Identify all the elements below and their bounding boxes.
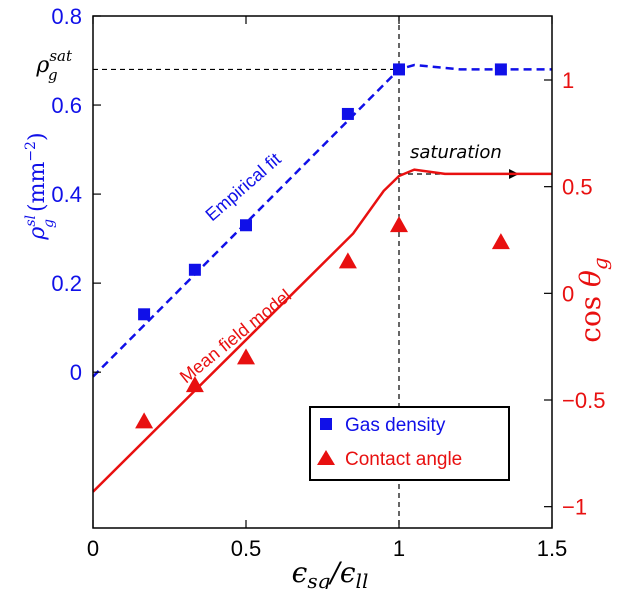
y-right-tick-label: 0.5 bbox=[562, 175, 593, 200]
legend-label-gas-density: Gas density bbox=[345, 415, 446, 436]
mean-field-line bbox=[92, 168, 552, 493]
gas-density-point bbox=[188, 263, 201, 276]
legend-marker-contact-angle bbox=[317, 450, 335, 465]
x-tick-label: 1 bbox=[393, 536, 405, 561]
plot-frame bbox=[92, 15, 553, 529]
empirical-fit-annotation: Empirical fit bbox=[202, 149, 285, 225]
gas-density-point bbox=[494, 63, 507, 76]
y-left-tick-label: 0.2 bbox=[51, 271, 82, 296]
y-right-axis-label: cos θg bbox=[574, 257, 612, 342]
y-right-tick-label: 0 bbox=[562, 281, 574, 306]
gas-density-point bbox=[393, 63, 405, 76]
gas-density-point bbox=[138, 308, 151, 321]
rho-sat-label: ρsat g bbox=[35, 47, 73, 84]
mean-field-annotation: Mean field model bbox=[176, 285, 295, 387]
contact-angle-point bbox=[491, 233, 510, 250]
contact-angle-point bbox=[338, 252, 357, 269]
y-right-tick-label: −1 bbox=[562, 495, 587, 520]
y-right-tick-label: −0.5 bbox=[562, 388, 605, 413]
legend-label-contact-angle: Contact angle bbox=[345, 449, 462, 470]
contact-angle-point bbox=[237, 348, 255, 365]
saturation-annotation: saturation bbox=[410, 142, 502, 163]
x-tick-label: 0 bbox=[87, 536, 99, 561]
x-axis-label: ϵsg/ϵll bbox=[292, 556, 369, 589]
gas-density-point bbox=[240, 219, 252, 232]
gas-density-point bbox=[341, 107, 354, 120]
x-tick-label: 0.5 bbox=[231, 536, 262, 561]
legend-box bbox=[309, 406, 510, 481]
y-left-axis-label: ρsl g (mm−2) bbox=[23, 132, 57, 240]
contact-angle-point bbox=[135, 412, 154, 429]
y-left-tick-label: 0.8 bbox=[51, 4, 82, 29]
y-right-tick-label: 1 bbox=[562, 68, 574, 93]
legend: Gas density Contact angle bbox=[309, 406, 510, 481]
contact-angle-point bbox=[390, 216, 408, 233]
legend-marker-gas-density bbox=[320, 418, 332, 430]
contact-angle-point bbox=[185, 376, 204, 393]
x-tick-label: 1.5 bbox=[537, 536, 568, 561]
y-left-tick-label: 0.6 bbox=[51, 93, 82, 118]
y-left-tick-label: 0.4 bbox=[51, 182, 82, 207]
empirical-fit-line bbox=[92, 63, 552, 378]
y-left-tick-label: 0 bbox=[70, 360, 82, 385]
